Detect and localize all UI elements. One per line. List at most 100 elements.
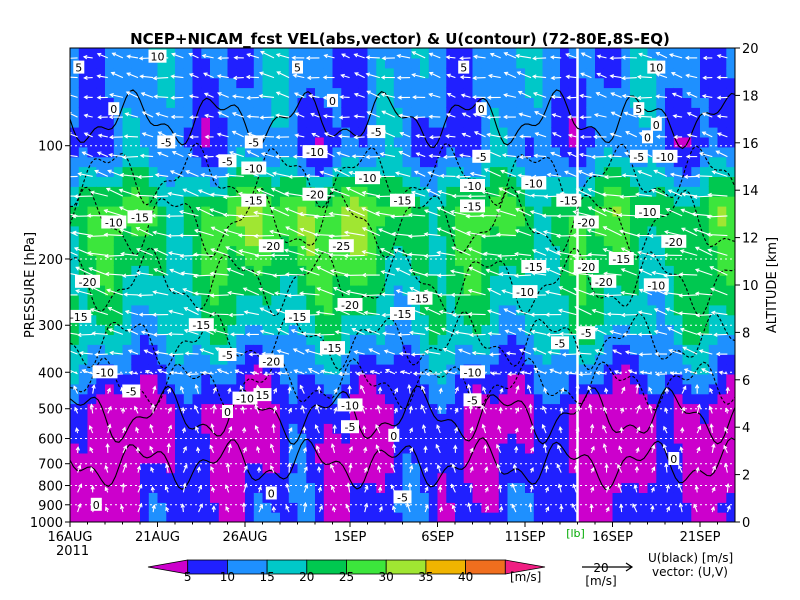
wind-vector [381, 293, 395, 296]
heatmap-cell [131, 117, 141, 128]
heatmap-cell [201, 127, 211, 138]
heatmap-cell [113, 166, 124, 177]
heatmap-cell [726, 186, 735, 197]
heatmap-cell [673, 146, 684, 158]
heatmap-cell [437, 206, 447, 217]
wind-vector [299, 385, 305, 394]
heatmap-cell [306, 324, 316, 335]
heatmap-cell [472, 383, 482, 395]
wind-vector [247, 150, 260, 158]
wind-vector-head [291, 55, 296, 60]
heatmap-cell [490, 373, 500, 385]
heatmap-cell [402, 265, 412, 276]
heatmap-cell [385, 275, 395, 286]
heatmap-cell [612, 48, 622, 59]
heatmap-cell [568, 512, 579, 522]
heatmap-cell [78, 334, 89, 345]
heatmap-cell [183, 225, 194, 237]
heatmap-cell [525, 186, 535, 197]
heatmap-cell [393, 462, 404, 474]
heatmap-cell [595, 255, 605, 266]
heatmap-cell [280, 423, 290, 434]
wind-vector-head [469, 332, 474, 338]
wind-vector-head [421, 424, 427, 429]
heatmap-cell [726, 196, 735, 207]
heatmap-cell [551, 255, 561, 266]
heatmap-cell [78, 206, 89, 217]
heatmap-cell [245, 314, 255, 326]
heatmap-cell [280, 136, 290, 148]
wind-vector-head [152, 385, 157, 391]
heatmap-cell [682, 48, 692, 59]
wind-vector [109, 154, 123, 158]
wind-vector-head [237, 214, 243, 219]
wind-vector-head [225, 462, 231, 468]
wind-vector-head [64, 348, 67, 351]
heatmap-cell [507, 373, 517, 385]
heatmap-cell [262, 344, 272, 355]
heatmap-cell [595, 423, 605, 434]
wind-vector [354, 93, 365, 98]
heatmap-cell [341, 136, 351, 148]
heatmap-cell [700, 334, 710, 345]
heatmap-cell [350, 127, 360, 138]
wind-vector [225, 174, 244, 177]
heatmap-cell [402, 383, 412, 395]
wind-vector-head [194, 384, 199, 389]
heatmap-cell [586, 462, 596, 474]
heatmap-cell [481, 245, 491, 256]
wind-vector-head [409, 427, 413, 432]
heatmap-cell [376, 77, 386, 89]
heatmap-cell [376, 206, 386, 217]
heatmap-cell [201, 472, 211, 484]
heatmap-cell [306, 57, 316, 69]
heatmap-cell [402, 107, 412, 118]
wind-vector-head [201, 53, 207, 59]
heatmap-cell [577, 314, 587, 326]
heatmap-cell [446, 235, 456, 247]
heatmap-cell [332, 354, 342, 365]
heatmap-cell [332, 334, 342, 345]
wind-vector [142, 111, 154, 118]
heatmap-cell [210, 472, 220, 484]
heatmap-cell [175, 512, 185, 522]
wind-vector-head [120, 251, 125, 257]
wind-vector [107, 406, 112, 414]
heatmap-cell [113, 334, 124, 345]
heatmap-cell [665, 136, 675, 148]
heatmap-cell [717, 443, 727, 454]
wind-vector-head [259, 115, 264, 120]
heatmap-cell [516, 462, 526, 474]
wind-vector [136, 248, 154, 256]
heatmap-cell [385, 324, 395, 335]
wind-vector-head [293, 92, 299, 97]
heatmap-cell [157, 127, 167, 138]
heatmap-cell [603, 433, 614, 444]
heatmap-cell [218, 186, 229, 197]
heatmap-cell [612, 127, 622, 138]
wind-vector-head [149, 445, 154, 451]
wind-vector [92, 385, 95, 394]
heatmap-cell [411, 97, 421, 108]
heatmap-cell [341, 107, 351, 118]
heatmap-cell [192, 285, 202, 296]
heatmap-cell [175, 304, 185, 316]
wind-vector-head [347, 384, 352, 390]
heatmap-cell [175, 156, 185, 168]
heatmap-cell [551, 472, 561, 484]
heatmap-cell [70, 146, 80, 158]
heatmap-cell [568, 324, 579, 335]
wind-vector-head [228, 312, 233, 318]
heatmap-cell [280, 127, 290, 138]
heatmap-cell [621, 67, 631, 79]
heatmap-cell [498, 77, 509, 89]
heatmap-cell [166, 334, 176, 345]
heatmap-cell [516, 215, 526, 227]
heatmap-cell [218, 87, 229, 98]
heatmap-cell [341, 285, 351, 296]
wind-vector [97, 53, 109, 59]
heatmap-cell [96, 97, 106, 108]
heatmap-cell [533, 304, 544, 316]
heatmap-cell [192, 97, 202, 108]
heatmap-cell [131, 452, 141, 464]
